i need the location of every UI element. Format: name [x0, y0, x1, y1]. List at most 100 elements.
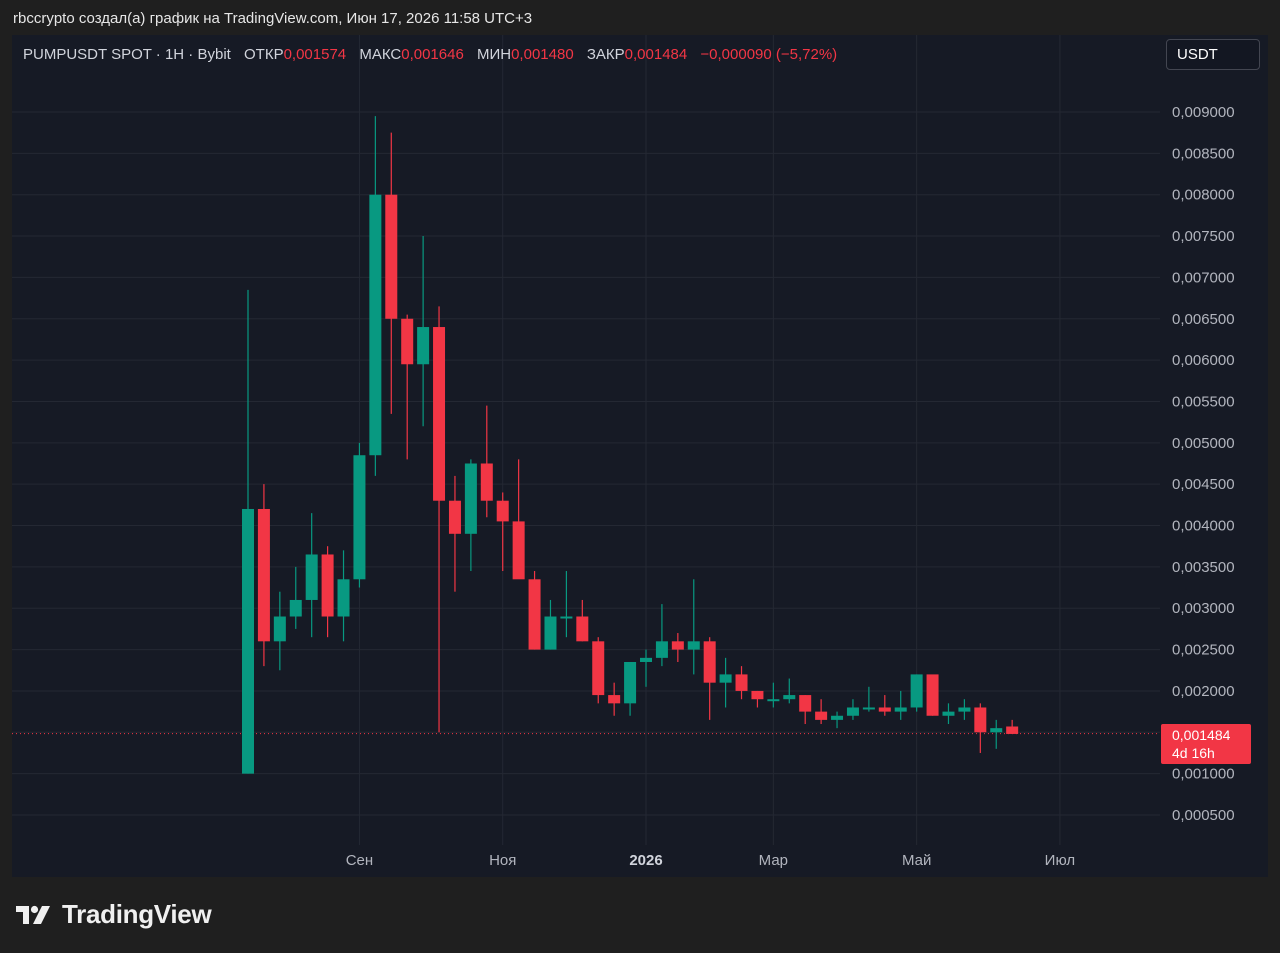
candle[interactable]: [655, 604, 668, 667]
x-tick-label: 2026: [629, 852, 662, 869]
candle[interactable]: [273, 591, 286, 671]
candle[interactable]: [846, 699, 859, 720]
candle-body: [862, 707, 875, 710]
candle-body: [576, 616, 589, 642]
candle[interactable]: [337, 550, 350, 642]
candle[interactable]: [974, 703, 987, 753]
candle[interactable]: [687, 579, 700, 675]
candle[interactable]: [831, 711, 844, 729]
candle[interactable]: [560, 571, 573, 638]
candle-body: [560, 616, 573, 619]
y-tick-label: 0,003000: [1172, 600, 1235, 617]
candle-body: [974, 707, 987, 733]
candle[interactable]: [799, 695, 812, 725]
y-tick-label: 0,001000: [1172, 766, 1235, 783]
candle[interactable]: [751, 690, 764, 708]
grid-lines: [12, 35, 1160, 845]
candle-body: [878, 707, 891, 712]
candle-body: [958, 707, 971, 712]
candle[interactable]: [464, 459, 477, 572]
chart-panel[interactable]: 0,000500 0,001000 0,002000 0,002500 0,003000…: [12, 35, 1268, 877]
candle[interactable]: [671, 633, 684, 662]
x-tick-label: Сен: [346, 852, 373, 869]
candle[interactable]: [942, 703, 955, 725]
candle-body: [767, 699, 780, 702]
candle[interactable]: [321, 546, 334, 638]
brand[interactable]: TradingView: [14, 897, 212, 931]
candle[interactable]: [544, 599, 557, 650]
candle[interactable]: [703, 637, 716, 720]
candle[interactable]: [815, 699, 828, 725]
low-value: 0,001480: [511, 46, 574, 63]
bar-countdown: 4d 16h: [1172, 745, 1215, 761]
candle-body: [417, 327, 430, 365]
candle[interactable]: [417, 236, 430, 427]
candle[interactable]: [242, 289, 254, 774]
candle[interactable]: [926, 674, 939, 716]
candle[interactable]: [496, 492, 509, 572]
candle[interactable]: [910, 674, 923, 712]
candle-body: [385, 194, 398, 319]
candle[interactable]: [783, 678, 796, 704]
candle-body: [289, 599, 302, 617]
candle[interactable]: [640, 649, 652, 687]
candle[interactable]: [719, 657, 732, 708]
candle[interactable]: [369, 116, 382, 476]
candle[interactable]: [353, 442, 366, 588]
y-tick-label: 0,005000: [1172, 435, 1235, 452]
candle[interactable]: [401, 314, 414, 460]
candle[interactable]: [990, 719, 1003, 749]
high-value: 0,001646: [401, 46, 464, 63]
candle[interactable]: [958, 699, 971, 720]
candle[interactable]: [767, 682, 780, 708]
candle-body: [751, 690, 764, 700]
candle-body: [337, 579, 350, 617]
candle[interactable]: [512, 459, 525, 580]
candle-body: [926, 674, 939, 716]
candle[interactable]: [385, 132, 398, 414]
candle[interactable]: [878, 695, 891, 716]
candle-body: [799, 695, 812, 712]
candle[interactable]: [433, 306, 446, 733]
change-value: −0,000090 (−5,72%): [700, 46, 838, 63]
candle[interactable]: [1006, 719, 1019, 734]
y-tick-label: 0,004500: [1172, 476, 1235, 493]
candle-body: [353, 455, 366, 580]
candles: [242, 116, 1019, 774]
candle-body: [464, 463, 477, 534]
candle[interactable]: [735, 666, 748, 700]
symbol-label[interactable]: PUMPUSDT SPOT · 1H · Bybit: [23, 46, 231, 63]
y-tick-label: 0,009000: [1172, 104, 1235, 121]
candle-body: [496, 500, 509, 522]
y-tick-label: 0,004000: [1172, 518, 1235, 535]
candle[interactable]: [576, 599, 589, 642]
candle[interactable]: [608, 682, 621, 716]
ohlc-legend: PUMPUSDT SPOT · 1H · Bybit ОТКР0,001574 …: [23, 46, 837, 63]
candlestick-chart[interactable]: 0,000500 0,001000 0,002000 0,002500 0,003000…: [12, 35, 1268, 877]
candle[interactable]: [528, 571, 541, 650]
candle-body: [369, 194, 382, 456]
candle[interactable]: [289, 566, 302, 629]
candle[interactable]: [448, 475, 461, 592]
candle-body: [703, 641, 716, 683]
x-tick-label: Ноя: [489, 852, 516, 869]
candle-body: [846, 707, 859, 716]
candle[interactable]: [257, 484, 270, 667]
candle-body: [321, 554, 334, 617]
candle-body: [401, 318, 414, 365]
open-value: 0,001574: [283, 46, 347, 63]
candle-body: [273, 616, 286, 642]
candle[interactable]: [480, 405, 493, 518]
candle[interactable]: [894, 690, 907, 720]
candle[interactable]: [592, 637, 605, 704]
candle-body: [448, 500, 461, 534]
candle[interactable]: [862, 686, 875, 712]
brand-name: TradingView: [62, 898, 212, 929]
y-tick-label: 0,002000: [1172, 683, 1235, 700]
candle[interactable]: [624, 661, 637, 716]
currency-button[interactable]: USDT: [1166, 39, 1260, 70]
candle-body: [655, 641, 668, 658]
y-tick-label: 0,008500: [1172, 145, 1235, 162]
candle[interactable]: [305, 513, 318, 638]
open-label: ОТКР: [244, 46, 284, 63]
